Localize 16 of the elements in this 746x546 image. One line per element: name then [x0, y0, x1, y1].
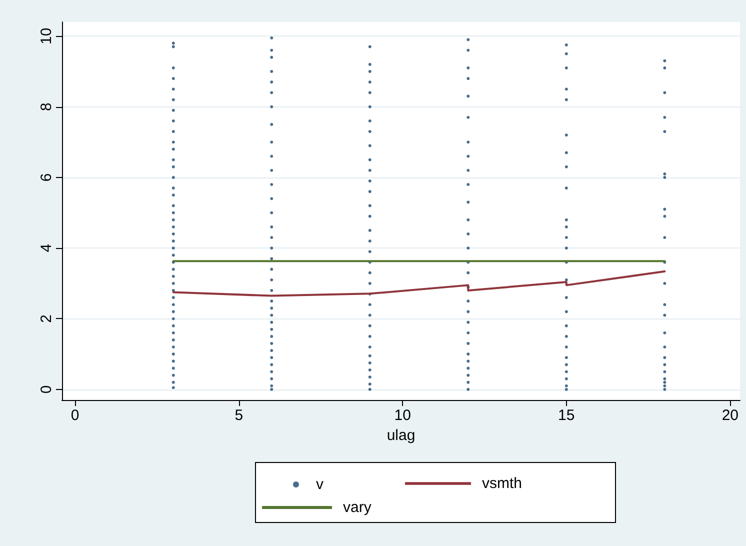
- x-tick-label: 10: [394, 407, 411, 424]
- y-tick-label: 8: [38, 102, 55, 111]
- y-tick-label: 10: [38, 28, 55, 44]
- legend-label: vary: [343, 499, 372, 516]
- y-tick-label: 2: [38, 314, 55, 323]
- y-tick-label: 4: [38, 244, 55, 252]
- line-series: [172, 270, 666, 297]
- x-tick-label: 0: [70, 407, 80, 424]
- legend-label: v: [316, 476, 324, 493]
- y-tick-label: 0: [38, 385, 55, 394]
- x-tick-label: 20: [722, 407, 739, 424]
- x-tick-label: 5: [234, 407, 244, 424]
- legend-label: vsmth: [482, 475, 522, 492]
- x-axis-title: ulag: [386, 426, 416, 444]
- x-tick-label: 15: [558, 407, 575, 424]
- y-tick-label: 6: [38, 173, 55, 182]
